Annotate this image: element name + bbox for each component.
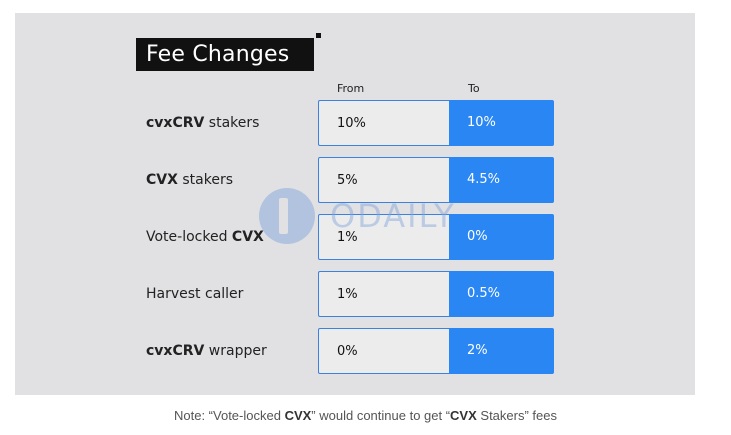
row-label-harvest-caller: Harvest caller bbox=[146, 286, 244, 302]
row-label-bold: cvxCRV bbox=[146, 343, 205, 359]
odaily-logo-watermark-icon bbox=[259, 188, 315, 244]
to-value-cell: 0% bbox=[449, 214, 554, 260]
row-label-cvx-stakers: CVX stakers bbox=[146, 157, 233, 203]
from-value-cell: 0% bbox=[318, 328, 449, 374]
row-label-vote-locked-cvx: Vote-locked CVX bbox=[146, 214, 264, 260]
row-label-cvxcrv-stakers: cvxCRV stakers bbox=[146, 100, 259, 146]
row-label-bold: cvxCRV bbox=[146, 115, 205, 131]
to-value-cell: 4.5% bbox=[449, 157, 554, 203]
to-value-cell: 10% bbox=[449, 100, 554, 146]
row-label-pre: Vote-locked bbox=[146, 229, 232, 245]
note-text: Stakers” fees bbox=[476, 408, 557, 423]
to-value-cell: 0.5% bbox=[449, 271, 554, 317]
footnote: Note: “Vote-locked CVX” would continue t… bbox=[0, 408, 731, 423]
note-text: ” would continue to get “ bbox=[311, 408, 451, 423]
note-bold: CVX bbox=[450, 408, 477, 423]
row-label-cvxcrv-wrapper: cvxCRV wrapper bbox=[146, 328, 267, 374]
from-value-cell: 5% bbox=[318, 157, 449, 203]
note-text: Note: “Vote-locked bbox=[174, 408, 285, 423]
row-label-bold: CVX bbox=[146, 172, 178, 188]
title-corner-bar bbox=[312, 38, 314, 71]
from-value-cell: 10% bbox=[318, 100, 449, 146]
watermark-text: ODAILY bbox=[330, 197, 456, 235]
row-label-rest: stakers bbox=[177, 172, 233, 188]
from-value-cell: 1% bbox=[318, 214, 449, 260]
to-value-cell: 2% bbox=[449, 328, 554, 374]
row-label-rest: wrapper bbox=[204, 343, 267, 359]
panel-title: Fee Changes bbox=[136, 38, 312, 71]
title-corner-mark bbox=[316, 33, 321, 38]
row-label-bold: CVX bbox=[231, 229, 264, 245]
note-bold: CVX bbox=[284, 408, 312, 423]
row-label-rest: stakers bbox=[204, 115, 260, 131]
column-header-to: To bbox=[468, 82, 480, 95]
fee-changes-panel: Fee Changes From To cvxCRV stakers 10% 1… bbox=[15, 13, 695, 395]
column-header-from: From bbox=[337, 82, 365, 95]
from-value-cell: 1% bbox=[318, 271, 449, 317]
